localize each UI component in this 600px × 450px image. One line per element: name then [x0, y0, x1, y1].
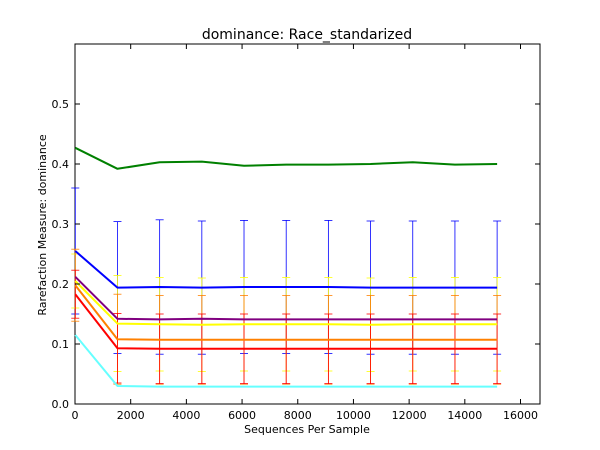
y-tick-label: 0.5 — [52, 98, 70, 111]
x-tick-label: 14000 — [447, 409, 482, 422]
x-tick-label: 0 — [72, 409, 79, 422]
x-tick-label: 4000 — [172, 409, 200, 422]
x-tick-label: 6000 — [228, 409, 256, 422]
x-tick-label: 16000 — [503, 409, 538, 422]
y-tick-label: 0.1 — [52, 338, 70, 351]
chart-title: dominance: Race_standarized — [202, 27, 412, 43]
series-line — [74, 250, 498, 289]
x-axis: 0 2000 4000 6000 8000 10000 12000 14000 16000 — [72, 44, 538, 422]
y-tick-label: 0.2 — [52, 278, 70, 291]
series-line — [74, 280, 498, 326]
series-line — [74, 276, 498, 321]
y-tick-label: 0.3 — [52, 218, 70, 231]
series-line — [74, 146, 498, 170]
plot-frame — [74, 43, 541, 405]
plot-area: 0 2000 4000 6000 8000 10000 12000 14000 16000 0.… — [52, 43, 541, 422]
y-axis-label: Rarefaction Measure: dominance — [36, 134, 49, 316]
series-line — [74, 334, 498, 388]
x-axis-label: Sequences Per Sample — [244, 423, 370, 436]
series-line — [74, 293, 498, 350]
y-tick-label: 0.0 — [52, 398, 70, 411]
series-lines — [74, 146, 498, 388]
y-axis: 0.0 0.1 0.2 0.3 0.4 0.5 — [52, 98, 540, 411]
x-tick-label: 8000 — [284, 409, 312, 422]
x-tick-label: 10000 — [336, 409, 371, 422]
x-tick-label: 12000 — [392, 409, 427, 422]
series-line — [74, 284, 498, 341]
x-tick-label: 2000 — [117, 409, 145, 422]
y-tick-label: 0.4 — [52, 158, 70, 171]
